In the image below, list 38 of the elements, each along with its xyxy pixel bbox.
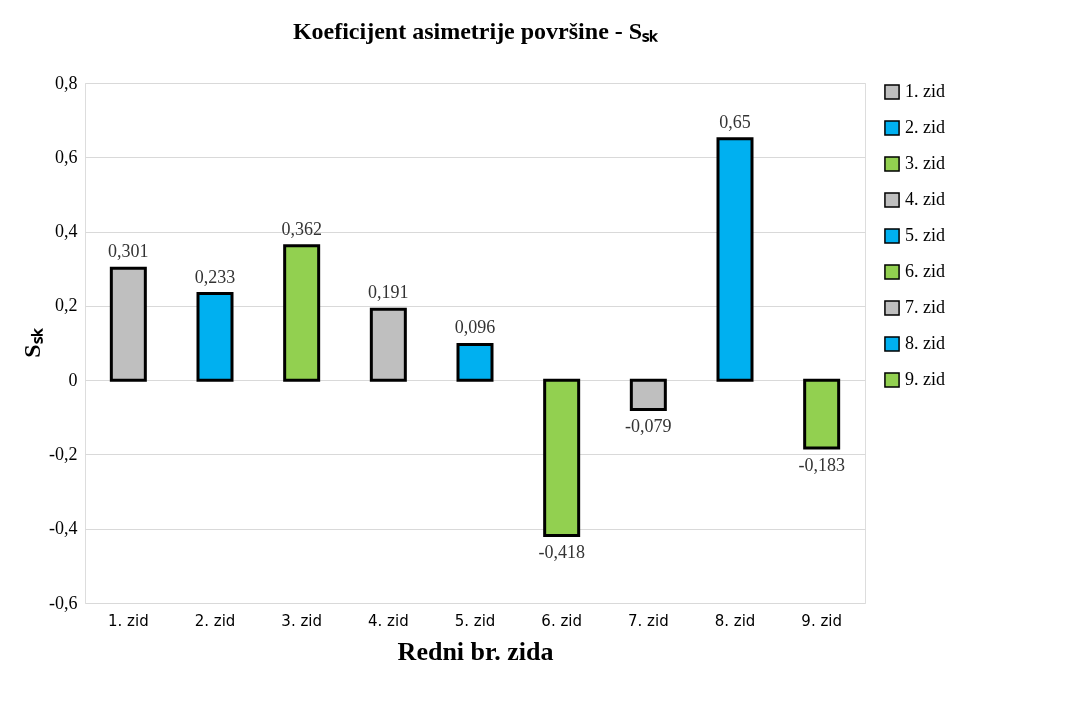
x-axis-title: Redni br. zida [397, 636, 554, 666]
y-tick-label: -0,2 [49, 443, 78, 464]
y-tick-label: 0,6 [55, 146, 78, 167]
legend-label: 3. zid [905, 153, 945, 173]
x-tick-label: 4. zid [368, 611, 409, 630]
data-label: -0,418 [538, 542, 585, 563]
legend-label: 1. zid [905, 81, 945, 101]
x-tick-label: 3. zid [281, 611, 322, 630]
legend-label: 4. zid [905, 189, 945, 209]
x-tick-label: 1. zid [108, 611, 149, 630]
legend-label: 5. zid [905, 225, 945, 245]
x-tick-label: 5. zid [454, 611, 496, 630]
legend-label: 7. zid [905, 297, 945, 317]
x-tick-label: 6. zid [541, 611, 582, 630]
legend-label: 8. zid [905, 333, 945, 353]
data-label: 0,301 [108, 241, 149, 262]
x-tick-label: 2. zid [194, 611, 236, 630]
legend-label: 2. zid [905, 117, 945, 137]
data-label: -0,079 [625, 416, 672, 437]
y-axis-title: Sₛₖ [19, 327, 46, 358]
data-label: -0,183 [798, 455, 845, 476]
data-label: 0,362 [281, 218, 322, 239]
y-tick-label: 0 [68, 369, 78, 390]
y-tick-label: 0,8 [55, 72, 78, 93]
data-label: 0,233 [194, 266, 236, 287]
data-label: 0,191 [368, 282, 409, 303]
y-tick-label: 0,4 [55, 221, 78, 242]
legend-label: 9. zid [905, 369, 945, 389]
x-tick-label: 8. zid [714, 611, 756, 630]
x-tick-label: 9. zid [801, 611, 842, 630]
x-tick-label: 7. zid [628, 611, 669, 630]
data-label: 0,65 [719, 111, 751, 132]
data-label: 0,096 [454, 317, 496, 338]
legend-label: 6. zid [905, 261, 945, 281]
chart-title: Koeficijent asimetrije površine - Sₛₖ [292, 18, 660, 44]
y-tick-label: 0,2 [55, 295, 78, 316]
y-tick-label: -0,4 [49, 518, 78, 539]
y-tick-label: -0,6 [49, 592, 78, 613]
